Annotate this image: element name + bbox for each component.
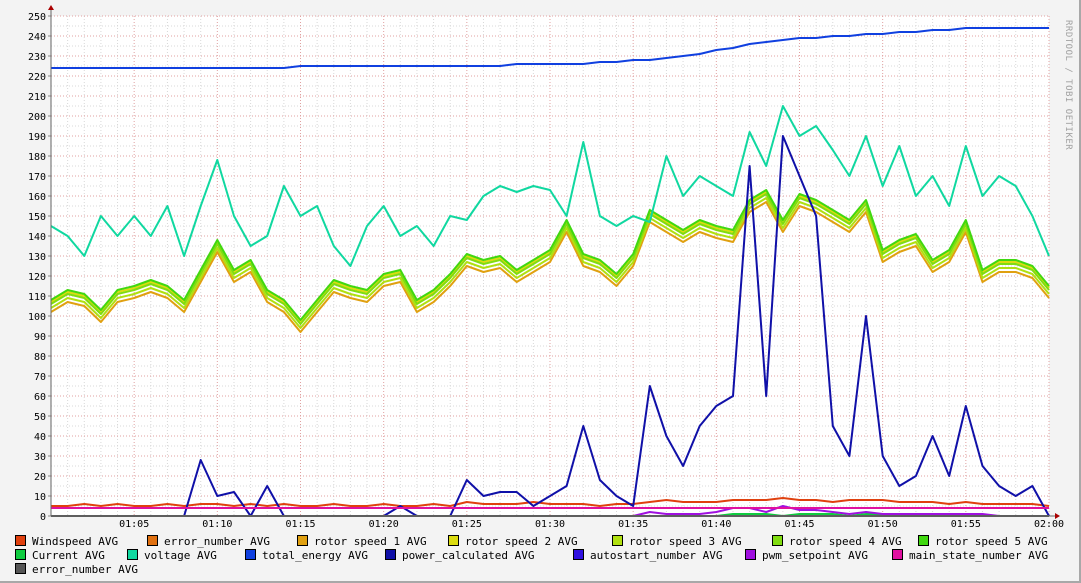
x-tick-label: 01:40 [701,519,731,530]
x-tick-label: 01:45 [784,519,814,530]
legend-label: rotor speed 1 AVG [314,535,427,548]
legend-item: voltage AVG [127,549,217,562]
legend-swatch [612,535,623,546]
legend-item: pwm_setpoint AVG [745,549,868,562]
legend-swatch [147,535,158,546]
legend-swatch [127,549,138,560]
x-tick-label: 01:10 [202,519,232,530]
legend-label: pwm_setpoint AVG [762,549,868,562]
x-tick-label: 01:35 [618,519,648,530]
x-tick-label: 01:50 [868,519,898,530]
series-line-8 [50,105,1050,267]
x-tick-label: 01:20 [369,519,399,530]
y-tick-label: 60 [34,392,46,403]
y-tick-label: 120 [28,272,46,283]
legend-item: rotor speed 1 AVG [297,535,427,548]
y-tick-label: 80 [34,352,46,363]
legend-item: rotor speed 3 AVG [612,535,742,548]
y-tick-label: 180 [28,152,46,163]
y-tick-label: 230 [28,52,46,63]
legend-swatch [772,535,783,546]
legend-label: power_calculated AVG [402,549,535,562]
legend-item: total_energy AVG [245,549,368,562]
legend-label: Current AVG [32,549,105,562]
y-tick-label: 170 [28,172,46,183]
series-line-0 [51,497,1050,507]
legend-swatch [745,549,756,560]
y-axis-arrow-icon [48,5,54,10]
series-line-4 [50,197,1050,329]
legend-item: main_state_number AVG [892,549,1048,562]
legend-label: autostart_number AVG [590,549,723,562]
legend-label: rotor speed 4 AVG [789,535,902,548]
legend-label: rotor speed 2 AVG [465,535,578,548]
y-tick-label: 40 [34,432,46,443]
legend-label: main_state_number AVG [909,549,1049,562]
y-tick-label: 240 [28,32,46,43]
series-line-6 [50,189,1050,321]
legend-swatch [297,535,308,546]
legend-swatch [245,549,256,560]
legend-label: total_energy AVG [262,549,368,562]
y-tick-label: 150 [28,212,46,223]
legend-item: error_number AVG [15,563,138,576]
x-axis-arrow-icon [1055,513,1060,519]
series-line-9 [51,27,1049,69]
legend-label: rotor speed 3 AVG [629,535,742,548]
legend-swatch [15,535,26,546]
y-tick-label: 10 [34,492,46,503]
x-tick-label: 01:30 [535,519,565,530]
legend-swatch [918,535,929,546]
legend-swatch [15,563,26,574]
series-line-5 [50,193,1050,325]
y-tick-label: 70 [34,372,46,383]
y-tick-label: 140 [28,232,46,243]
x-tick-label: 01:05 [119,519,149,530]
x-tick-label: 02:00 [1034,519,1064,530]
y-tick-label: 190 [28,132,46,143]
legend-swatch [15,549,26,560]
series-line-10 [51,135,1050,517]
x-tick-label: 01:55 [951,519,981,530]
y-tick-label: 30 [34,452,46,463]
legend-swatch [892,549,903,560]
y-tick-label: 200 [28,112,46,123]
legend-label: voltage AVG [144,549,217,562]
y-tick-label: 110 [28,292,46,303]
legend-item: rotor speed 2 AVG [448,535,578,548]
legend-item: error_number AVG [147,535,270,548]
legend-item: rotor speed 4 AVG [772,535,902,548]
y-tick-label: 20 [34,472,46,483]
y-tick-label: 50 [34,412,46,423]
legend-item: Current AVG [15,549,105,562]
y-tick-label: 0 [40,512,46,523]
legend-item: rotor speed 5 AVG [918,535,1048,548]
legend-item: autostart_number AVG [573,549,722,562]
legend-item: power_calculated AVG [385,549,534,562]
x-tick-label: 01:25 [452,519,482,530]
legend-swatch [448,535,459,546]
series-line-2 [50,201,1050,333]
y-tick-label: 90 [34,332,46,343]
legend-swatch [573,549,584,560]
y-tick-label: 210 [28,92,46,103]
watermark: RRDTOOL / TOBI OETIKER [1063,20,1073,151]
y-tick-label: 130 [28,252,46,263]
legend-label: rotor speed 5 AVG [935,535,1048,548]
y-tick-label: 220 [28,72,46,83]
y-tick-label: 250 [28,12,46,23]
legend-swatch [385,549,396,560]
legend-label: error_number AVG [32,563,138,576]
y-tick-label: 100 [28,312,46,323]
y-tick-label: 160 [28,192,46,203]
legend-item: Windspeed AVG [15,535,118,548]
legend-label: Windspeed AVG [32,535,119,548]
legend-label: error_number AVG [164,535,270,548]
x-tick-label: 01:15 [285,519,315,530]
